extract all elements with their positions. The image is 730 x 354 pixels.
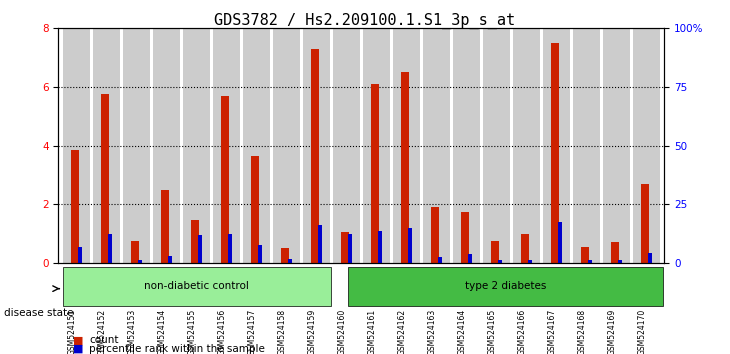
Bar bbox=[348, 234, 352, 263]
Text: GSM524158: GSM524158 bbox=[277, 308, 286, 354]
Bar bbox=[610, 242, 619, 263]
Text: non-diabetic control: non-diabetic control bbox=[144, 281, 249, 291]
Bar bbox=[153, 28, 180, 263]
Bar bbox=[191, 221, 199, 263]
Bar bbox=[220, 96, 229, 263]
Bar bbox=[63, 28, 90, 263]
Text: GSM524161: GSM524161 bbox=[367, 308, 377, 354]
Bar bbox=[453, 28, 480, 263]
Bar bbox=[78, 247, 82, 263]
Bar bbox=[258, 245, 262, 263]
Bar bbox=[108, 234, 112, 263]
Bar bbox=[588, 260, 592, 263]
Bar bbox=[603, 28, 630, 263]
Bar bbox=[618, 260, 622, 263]
Bar bbox=[243, 28, 270, 263]
Bar bbox=[183, 28, 210, 263]
Bar bbox=[198, 235, 201, 263]
Bar bbox=[641, 184, 649, 263]
Text: GSM524170: GSM524170 bbox=[637, 308, 646, 354]
Bar bbox=[543, 28, 570, 263]
Bar bbox=[393, 28, 420, 263]
Text: GSM524165: GSM524165 bbox=[488, 308, 496, 354]
Bar bbox=[580, 247, 589, 263]
Bar bbox=[93, 28, 120, 263]
Bar bbox=[558, 222, 561, 263]
Bar bbox=[280, 248, 289, 263]
Text: GSM524152: GSM524152 bbox=[97, 308, 107, 354]
Bar bbox=[318, 225, 322, 263]
Text: GSM524153: GSM524153 bbox=[128, 308, 137, 354]
Text: percentile rank within the sample: percentile rank within the sample bbox=[89, 344, 265, 354]
Bar bbox=[311, 49, 319, 263]
Bar bbox=[401, 72, 409, 263]
Text: type 2 diabetes: type 2 diabetes bbox=[464, 281, 546, 291]
Bar bbox=[408, 228, 412, 263]
Bar bbox=[468, 254, 472, 263]
Bar bbox=[648, 253, 652, 263]
Bar bbox=[71, 150, 79, 263]
Bar bbox=[131, 241, 139, 263]
Bar bbox=[528, 260, 531, 263]
Bar bbox=[378, 231, 382, 263]
Bar bbox=[168, 256, 172, 263]
Bar bbox=[498, 260, 502, 263]
Text: GSM524163: GSM524163 bbox=[427, 308, 437, 354]
Bar bbox=[520, 234, 529, 263]
Bar bbox=[512, 28, 539, 263]
Text: GSM524160: GSM524160 bbox=[337, 308, 346, 354]
Bar bbox=[461, 212, 469, 263]
Bar bbox=[483, 28, 510, 263]
Text: ■: ■ bbox=[73, 344, 83, 354]
Bar bbox=[213, 28, 240, 263]
Text: GSM524167: GSM524167 bbox=[548, 308, 556, 354]
Bar bbox=[288, 258, 292, 263]
FancyBboxPatch shape bbox=[348, 267, 663, 306]
Bar bbox=[633, 28, 660, 263]
Text: GSM524151: GSM524151 bbox=[67, 308, 77, 354]
Text: GSM524164: GSM524164 bbox=[457, 308, 466, 354]
Text: count: count bbox=[89, 335, 118, 345]
Text: disease state: disease state bbox=[4, 308, 73, 318]
Bar bbox=[371, 84, 379, 263]
Text: GSM524168: GSM524168 bbox=[577, 308, 586, 354]
Text: GSM524166: GSM524166 bbox=[518, 308, 526, 354]
Bar bbox=[123, 28, 150, 263]
Bar bbox=[431, 207, 439, 263]
Bar bbox=[550, 43, 559, 263]
Bar bbox=[250, 156, 259, 263]
Bar bbox=[303, 28, 330, 263]
Text: GSM524157: GSM524157 bbox=[247, 308, 256, 354]
Text: GSM524155: GSM524155 bbox=[188, 308, 196, 354]
Text: GSM524154: GSM524154 bbox=[158, 308, 166, 354]
Bar bbox=[138, 260, 142, 263]
Text: GSM524169: GSM524169 bbox=[607, 308, 616, 354]
Bar bbox=[363, 28, 390, 263]
Bar bbox=[341, 232, 349, 263]
Bar bbox=[438, 257, 442, 263]
Bar bbox=[273, 28, 300, 263]
Bar bbox=[161, 190, 169, 263]
Text: GSM524156: GSM524156 bbox=[218, 308, 226, 354]
Bar bbox=[333, 28, 360, 263]
Bar bbox=[101, 94, 109, 263]
Bar bbox=[573, 28, 600, 263]
Bar bbox=[228, 234, 231, 263]
FancyBboxPatch shape bbox=[63, 267, 331, 306]
Text: ■: ■ bbox=[73, 335, 83, 345]
Bar bbox=[423, 28, 450, 263]
Text: GSM524162: GSM524162 bbox=[397, 308, 407, 354]
Text: GSM524159: GSM524159 bbox=[307, 308, 316, 354]
Text: GDS3782 / Hs2.209100.1.S1_3p_s_at: GDS3782 / Hs2.209100.1.S1_3p_s_at bbox=[215, 12, 515, 29]
Bar bbox=[491, 241, 499, 263]
